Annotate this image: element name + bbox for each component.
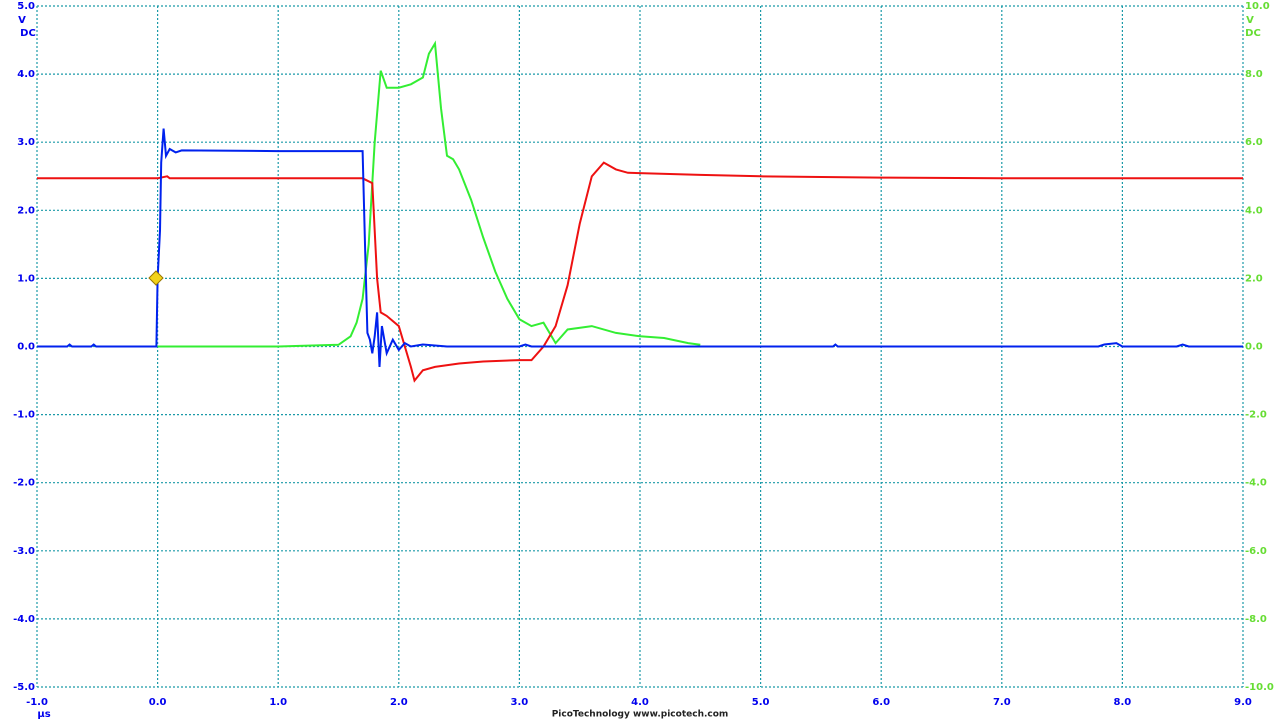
- footer: PicoTechnology www.picotech.com: [552, 710, 729, 720]
- y-tick-label: -4.0: [13, 614, 35, 625]
- y2-tick-label: -8.0: [1245, 614, 1267, 625]
- y2-tick-label: 2.0: [1245, 273, 1263, 284]
- trigger-marker: [148, 270, 164, 286]
- y2-coupling: DC: [1245, 28, 1261, 39]
- x-tick-label: 6.0: [872, 697, 890, 708]
- trace: [37, 161, 1243, 383]
- y2-unit: V: [1246, 15, 1254, 26]
- y2-tick-label: -6.0: [1245, 546, 1267, 557]
- y-tick-label: 5.0: [17, 1, 35, 12]
- y-tick-label: -1.0: [13, 410, 35, 421]
- y-tick-label: 1.0: [17, 273, 35, 284]
- x-tick-label: 9.0: [1234, 697, 1252, 708]
- x-tick-label: 7.0: [993, 697, 1011, 708]
- x-tick-label: 0.0: [149, 697, 167, 708]
- y-tick-label: -2.0: [13, 478, 35, 489]
- x-tick-label: -1.0: [26, 697, 48, 708]
- y2-tick-label: 4.0: [1245, 205, 1263, 216]
- y2-tick-label: 6.0: [1245, 137, 1263, 148]
- x-tick-label: 5.0: [752, 697, 770, 708]
- x-tick-label: 3.0: [511, 697, 529, 708]
- y-tick-label: 3.0: [17, 137, 35, 148]
- y-tick-label: 2.0: [17, 205, 35, 216]
- trace: [157, 40, 701, 348]
- x-tick-label: 1.0: [269, 697, 287, 708]
- y-coupling: DC: [20, 28, 36, 39]
- y2-tick-label: -10.0: [1245, 682, 1274, 693]
- y2-tick-label: 0.0: [1245, 342, 1263, 353]
- y2-tick-label: -2.0: [1245, 410, 1267, 421]
- x-tick-label: 2.0: [390, 697, 408, 708]
- y-tick-label: 4.0: [17, 69, 35, 80]
- x-tick-label: 8.0: [1114, 697, 1132, 708]
- y2-tick-label: 8.0: [1245, 69, 1263, 80]
- y-unit: V: [18, 15, 26, 26]
- y2-tick-label: 10.0: [1245, 1, 1270, 12]
- y2-tick-label: -4.0: [1245, 478, 1267, 489]
- y-tick-label: -5.0: [13, 682, 35, 693]
- x-tick-label: 4.0: [631, 697, 649, 708]
- y-tick-label: 0.0: [17, 342, 35, 353]
- x-unit: μs: [37, 709, 50, 720]
- y-tick-label: -3.0: [13, 546, 35, 557]
